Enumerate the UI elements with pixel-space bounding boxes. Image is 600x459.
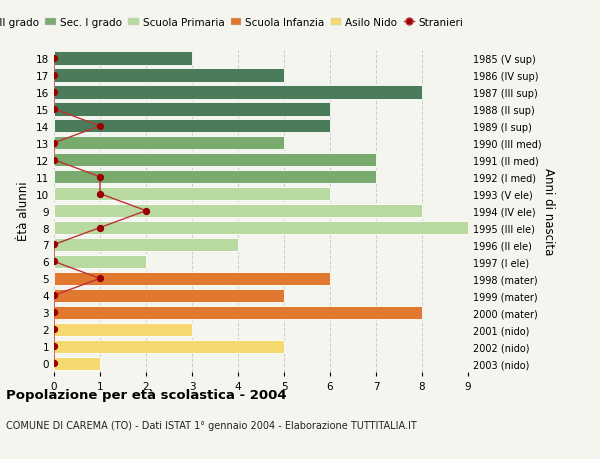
Point [49,360,59,367]
Point [49,106,59,113]
Point [49,309,59,316]
Bar [54,120,330,133]
Bar [54,69,284,83]
Bar [54,188,330,201]
Bar [54,306,422,319]
Point [49,72,59,79]
Text: Popolazione per età scolastica - 2004: Popolazione per età scolastica - 2004 [6,388,287,401]
Bar [54,255,146,269]
Point [49,343,59,350]
Point [49,292,59,299]
Bar [54,86,422,99]
Point [49,55,59,62]
Text: COMUNE DI CAREMA (TO) - Dati ISTAT 1° gennaio 2004 - Elaborazione TUTTITALIA.IT: COMUNE DI CAREMA (TO) - Dati ISTAT 1° ge… [6,420,417,430]
Point [95,190,105,198]
Point [49,258,59,266]
Y-axis label: Ètà alunni: Ètà alunni [17,181,31,241]
Legend: Sec. II grado, Sec. I grado, Scuola Primaria, Scuola Infanzia, Asilo Nido, Stran: Sec. II grado, Sec. I grado, Scuola Prim… [0,14,467,32]
Bar [54,357,100,370]
Point [95,123,105,130]
Point [95,275,105,282]
Bar [54,323,192,336]
Bar [54,171,376,184]
Bar [54,272,330,285]
Point [49,157,59,164]
Bar [54,289,284,302]
Bar [54,52,192,66]
Bar [54,154,376,167]
Point [49,241,59,249]
Point [95,224,105,232]
Bar [54,137,284,150]
Point [95,174,105,181]
Point [49,326,59,333]
Bar [54,340,284,353]
Bar [54,205,422,218]
Bar [54,238,238,252]
Bar [54,103,330,116]
Point [49,140,59,147]
Point [141,207,151,215]
Point [49,89,59,96]
Bar [54,221,468,235]
Y-axis label: Anni di nascita: Anni di nascita [542,168,556,255]
